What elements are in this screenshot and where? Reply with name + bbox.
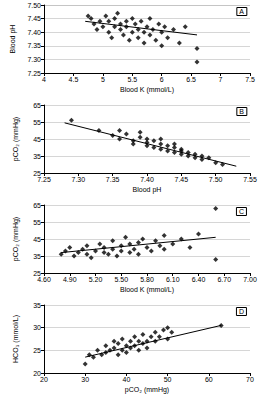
svg-text:50: 50: [164, 376, 172, 383]
svg-text:7.25: 7.25: [27, 70, 41, 77]
svg-text:4: 4: [42, 76, 46, 83]
svg-text:7.45: 7.45: [27, 15, 41, 22]
svg-text:7.35: 7.35: [27, 42, 41, 49]
svg-text:6.5: 6.5: [186, 76, 196, 83]
svg-text:HCO₃ (mmol/L): HCO₃ (mmol/L): [12, 315, 20, 363]
svg-text:7.35: 7.35: [106, 176, 120, 183]
svg-text:Blood pH: Blood pH: [133, 186, 162, 194]
svg-text:35: 35: [33, 153, 41, 160]
svg-text:A: A: [239, 8, 244, 15]
svg-text:7.40: 7.40: [27, 29, 41, 36]
svg-text:5: 5: [101, 76, 105, 83]
svg-text:7.5: 7.5: [245, 76, 255, 83]
svg-text:7.25: 7.25: [37, 176, 51, 183]
svg-text:60: 60: [205, 376, 213, 383]
svg-text:20: 20: [33, 369, 41, 377]
svg-text:30: 30: [33, 324, 41, 331]
svg-text:6: 6: [160, 76, 164, 83]
svg-text:4.5: 4.5: [69, 76, 79, 83]
svg-text:D: D: [239, 308, 244, 315]
svg-text:20: 20: [40, 376, 48, 383]
svg-text:Blood pH: Blood pH: [9, 25, 17, 54]
svg-text:7.45: 7.45: [175, 176, 189, 183]
svg-text:25: 25: [33, 269, 41, 277]
svg-text:Blood K (mmol/L): Blood K (mmol/L): [120, 86, 174, 94]
svg-text:7.55: 7.55: [243, 176, 257, 183]
svg-text:30: 30: [81, 376, 89, 383]
svg-text:B: B: [239, 108, 244, 115]
svg-text:5.5: 5.5: [127, 76, 137, 83]
svg-text:7.30: 7.30: [27, 56, 41, 63]
svg-text:Blood K (mmol/L): Blood K (mmol/L): [120, 286, 174, 294]
svg-text:6.70: 6.70: [217, 276, 231, 283]
svg-text:55: 55: [33, 219, 41, 226]
svg-text:7.00: 7.00: [243, 276, 257, 283]
svg-text:6.40: 6.40: [192, 276, 206, 283]
svg-text:45: 45: [33, 136, 41, 143]
svg-text:70: 70: [246, 376, 254, 383]
svg-text:5.20: 5.20: [89, 276, 103, 283]
svg-text:6.10: 6.10: [166, 276, 180, 283]
svg-text:35: 35: [33, 253, 41, 260]
svg-text:25: 25: [33, 347, 41, 354]
svg-text:35: 35: [33, 302, 41, 309]
svg-text:pCO₂ (mmHg): pCO₂ (mmHg): [125, 386, 169, 394]
svg-text:7.50: 7.50: [209, 176, 223, 183]
svg-text:pCO₂ (mmHg): pCO₂ (mmHg): [12, 217, 20, 261]
svg-text:7.30: 7.30: [72, 176, 86, 183]
svg-text:65: 65: [33, 202, 41, 209]
svg-text:4.60: 4.60: [37, 276, 51, 283]
svg-text:pCO₂ (mmHg): pCO₂ (mmHg): [12, 117, 20, 161]
svg-text:25: 25: [33, 169, 41, 177]
svg-text:4.90: 4.90: [63, 276, 77, 283]
svg-text:7.50: 7.50: [27, 2, 41, 9]
svg-text:5.80: 5.80: [140, 276, 154, 283]
svg-text:40: 40: [123, 376, 131, 383]
svg-text:7.40: 7.40: [140, 176, 154, 183]
svg-text:55: 55: [33, 119, 41, 126]
svg-text:65: 65: [33, 102, 41, 109]
svg-text:C: C: [239, 208, 244, 215]
svg-text:5.50: 5.50: [114, 276, 128, 283]
svg-text:7: 7: [219, 76, 223, 83]
svg-text:45: 45: [33, 236, 41, 243]
